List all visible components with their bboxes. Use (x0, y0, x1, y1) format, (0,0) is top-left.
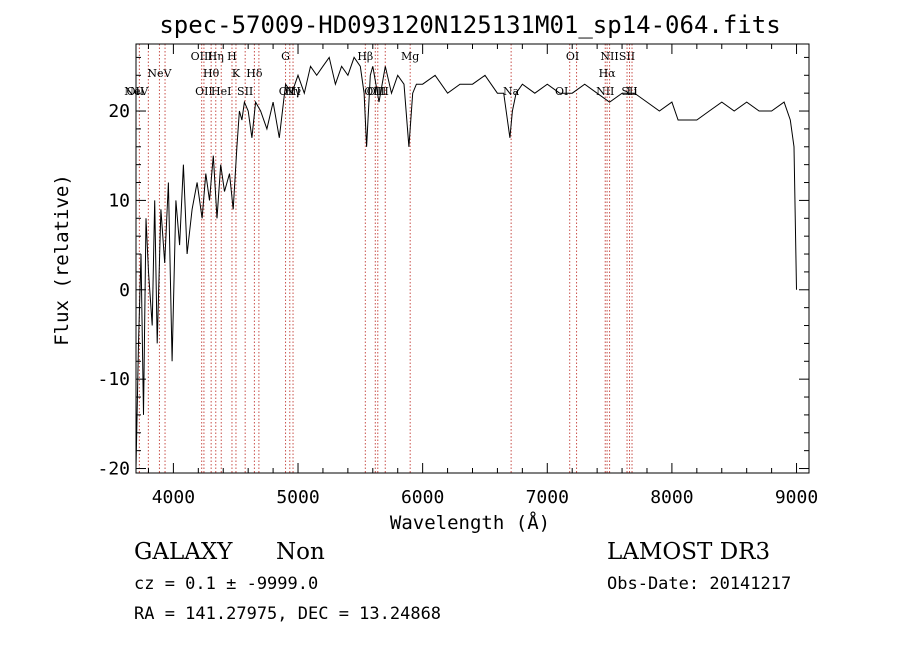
line-markers: OIINeVNeVOIIIOIIHθHηHeIHKSIIHδGOIIIHγHβO… (124, 44, 638, 473)
line-marker-label: SII (237, 85, 253, 98)
line-marker-label: Hθ (203, 67, 220, 80)
line-marker-label: H (227, 50, 237, 63)
line-marker-label: OIII (367, 85, 389, 98)
y-tick-label: -20 (97, 459, 130, 480)
line-marker-label: Hη (208, 50, 224, 63)
class-label: GALAXY (134, 539, 233, 565)
line-marker-label: OIII (191, 50, 213, 63)
line-marker-label: SII (619, 50, 635, 63)
spectrum-line (135, 56, 797, 469)
plot-frame (135, 43, 810, 474)
y-tick-label: 20 (108, 101, 130, 122)
line-marker-label: Hδ (246, 67, 263, 80)
x-tick-label: 6000 (401, 487, 444, 508)
redshift-text: cz = 0.1 ± -9999.0 (134, 574, 318, 594)
y-axis-label: Flux (relative) (51, 174, 73, 346)
line-marker-label: OI (555, 85, 568, 98)
obs-date-text: Obs-Date: 20141217 (607, 574, 791, 594)
y-axis: -20 -10 0 10 20 (97, 56, 809, 480)
line-marker-label: NII (596, 85, 614, 98)
x-tick-label: 5000 (276, 487, 319, 508)
line-marker-label: Mg (401, 50, 419, 63)
line-marker-label: G (281, 50, 290, 63)
line-marker-label: OII (127, 85, 145, 98)
line-marker-label: NeV (124, 85, 149, 98)
line-marker-label: HeI (211, 85, 231, 98)
y-tick-label: 0 (119, 280, 130, 301)
y-tick-label: -10 (97, 369, 130, 390)
line-marker-label: Hγ (285, 85, 302, 98)
line-marker-label: NII (600, 50, 618, 63)
line-marker-label: Hβ (357, 50, 373, 63)
line-marker-label: K (232, 67, 241, 80)
survey-label: LAMOST DR3 (607, 539, 770, 565)
x-tick-label: 9000 (775, 487, 818, 508)
line-marker-label: Li (627, 85, 638, 98)
x-axis: 4000 5000 6000 7000 8000 9000 (147, 44, 818, 508)
coordinates-text: RA = 141.27975, DEC = 13.24868 (134, 604, 441, 624)
line-marker-label: OII (195, 85, 213, 98)
x-tick-label: 7000 (526, 487, 569, 508)
subclass-label: Non (276, 539, 325, 565)
line-marker-label: SII (621, 85, 637, 98)
x-axis-label: Wavelength (Å) (390, 511, 550, 534)
x-tick-label: 8000 (650, 487, 693, 508)
y-tick-label: 10 (108, 190, 130, 211)
chart-title: spec-57009-HD093120N125131M01_sp14-064.f… (159, 11, 780, 39)
line-marker-label: NeV (147, 67, 172, 80)
line-marker-label: OI (566, 50, 579, 63)
x-tick-label: 4000 (152, 487, 195, 508)
line-marker-label: Hα (599, 67, 617, 80)
